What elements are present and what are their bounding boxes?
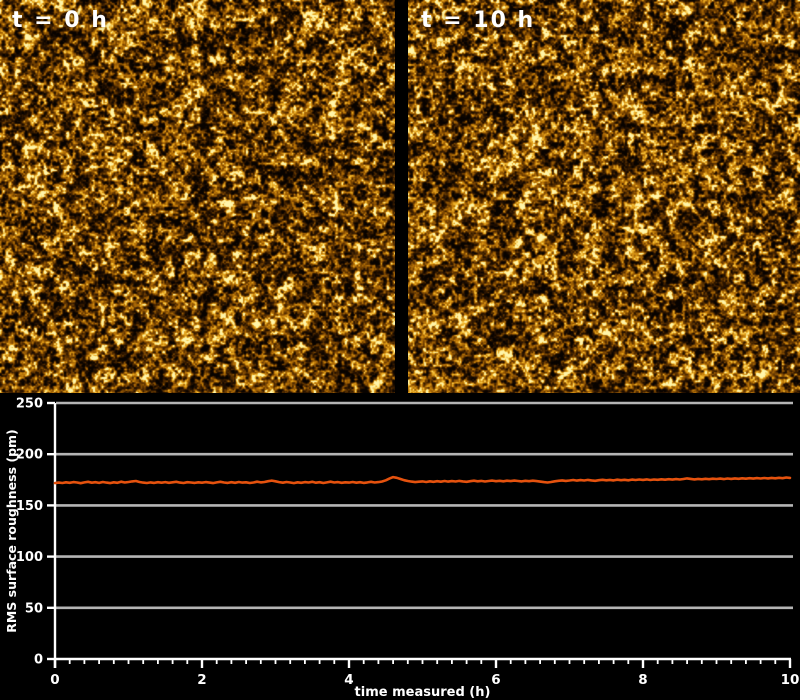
x-tick-label-2: 2 [197, 672, 206, 688]
y-tick-label-100: 100 [16, 550, 43, 565]
x-tick-label-8: 8 [638, 672, 647, 688]
y-tick-label-50: 50 [25, 601, 43, 616]
roughness-chart: 0 50 100 150 200 250 0 2 4 6 8 10 time measured (h) R… [4, 397, 800, 700]
y-tick-label-0: 0 [34, 653, 43, 668]
y-tick-label-200: 200 [16, 448, 43, 463]
afm-image-t10 [408, 0, 800, 393]
y-axis-label: RMS surface roughness (pm) [4, 429, 19, 633]
roughness-data-line [53, 475, 792, 485]
x-axis-label: time measured (h) [355, 685, 491, 700]
x-tick-label-0: 0 [50, 672, 59, 688]
y-tick-label-150: 150 [16, 499, 43, 514]
x-tick-label-4: 4 [344, 672, 353, 688]
x-tick-label-6: 6 [491, 672, 500, 688]
x-tick-label-10: 10 [781, 672, 800, 688]
y-tick-label-250: 250 [16, 397, 43, 412]
afm-image-t0 [0, 0, 395, 393]
